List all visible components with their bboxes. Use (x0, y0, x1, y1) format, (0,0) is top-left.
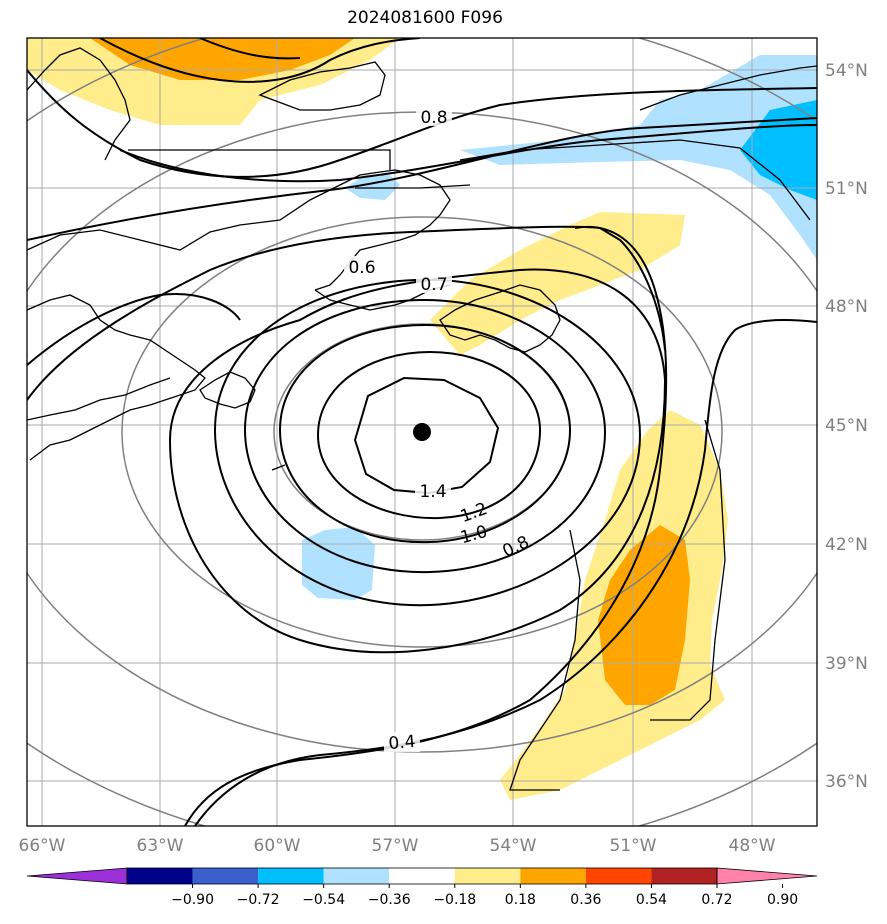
contour-0.4 (194, 319, 817, 826)
colorbar-tick-labels: −0.90 −0.72 −0.54 −0.36 −0.18 0.18 0.36 0.54 0.7… (171, 884, 798, 908)
colorbar-tick-label: −0.72 (237, 892, 280, 908)
contour-label: 0.8 (420, 108, 447, 128)
colorbar (26, 867, 818, 885)
lat-label: 36°N (825, 772, 868, 792)
lat-label: 42°N (825, 535, 868, 555)
colorbar-tick-label: −0.36 (368, 892, 411, 908)
lat-label: 39°N (825, 654, 868, 674)
colorbar-swatch (323, 868, 390, 884)
colorbar-outline (126, 867, 718, 885)
contour-label: 0.6 (348, 258, 375, 278)
warm-anomaly-band (430, 212, 685, 355)
colorbar-swatch (454, 868, 521, 884)
cold-anomaly-region (460, 55, 817, 260)
contour-0.9 (243, 298, 607, 574)
colorbar-tick-label: 0.18 (505, 892, 536, 908)
contour-label: 0.7 (420, 275, 447, 295)
colorbar-swatch (389, 868, 455, 884)
colorbar-tick-label: 0.72 (701, 892, 732, 908)
contour-0.45 (184, 226, 668, 826)
lat-label: 48°N (825, 297, 868, 317)
colorbar-swatch (127, 868, 193, 884)
lon-label: 60°W (254, 836, 301, 856)
lon-label: 54°W (490, 836, 537, 856)
lat-label: 54°N (825, 61, 868, 81)
lat-label: 51°N (825, 179, 868, 199)
lon-label: 63°W (137, 836, 184, 856)
contour-0.8 (213, 278, 642, 607)
map-panel: 0.8 0.6 0.7 1.4 1.2 1.0 0.8 0.4 (27, 38, 817, 826)
colorbar-swatch (520, 868, 586, 884)
colorbar-tick-label: 0.36 (570, 892, 601, 908)
warm-anomaly-se-core (598, 525, 690, 705)
contour-0.9-north (27, 69, 817, 178)
colorbar-swatch (192, 868, 259, 884)
latitude-labels: 54°N 51°N 48°N 45°N 42°N 39°N 36°N (825, 61, 868, 792)
cold-anomaly-sw (302, 527, 375, 600)
colorbar-tick-label: 0.90 (767, 892, 798, 908)
lon-label: 51°W (610, 836, 657, 856)
colorbar-tick-label: 0.54 (636, 892, 667, 908)
height-contours (27, 38, 817, 826)
contour-0.8-north (27, 117, 817, 241)
graticule (27, 38, 817, 826)
low-center-marker (413, 423, 431, 441)
colorbar-tick-label: −0.54 (302, 892, 345, 908)
colorbar-tick-label: −0.18 (433, 892, 476, 908)
map-title: 2024081600 F096 (347, 8, 503, 28)
contour-0.7 (168, 268, 667, 654)
contour-1.0 (278, 323, 572, 544)
colorbar-swatch (585, 868, 652, 884)
contour-top (99, 38, 421, 83)
contour-1.2 (316, 350, 542, 520)
coastlines (27, 47, 817, 791)
contour-label: 0.4 (388, 732, 417, 754)
lon-label: 48°W (729, 836, 776, 856)
lon-label: 66°W (19, 836, 66, 856)
contour-top2 (199, 38, 301, 60)
longitude-labels: 66°W 63°W 60°W 57°W 54°W 51°W 48°W (19, 836, 776, 856)
contour-label: 1.4 (419, 482, 446, 502)
contour-0.5 (27, 293, 241, 366)
colorbar-extend-low (26, 867, 128, 885)
contour-0.6 (27, 225, 666, 401)
lon-label: 57°W (372, 836, 419, 856)
lat-label: 45°N (825, 416, 868, 436)
shaded-anomaly-fields (27, 38, 817, 800)
colorbar-swatch (258, 868, 324, 884)
colorbar-tick-label: −0.90 (171, 892, 214, 908)
contour-1.4 (353, 376, 500, 495)
colorbar-extend-high (716, 867, 818, 885)
map-frame (26, 37, 818, 827)
colorbar-swatch (651, 868, 717, 884)
